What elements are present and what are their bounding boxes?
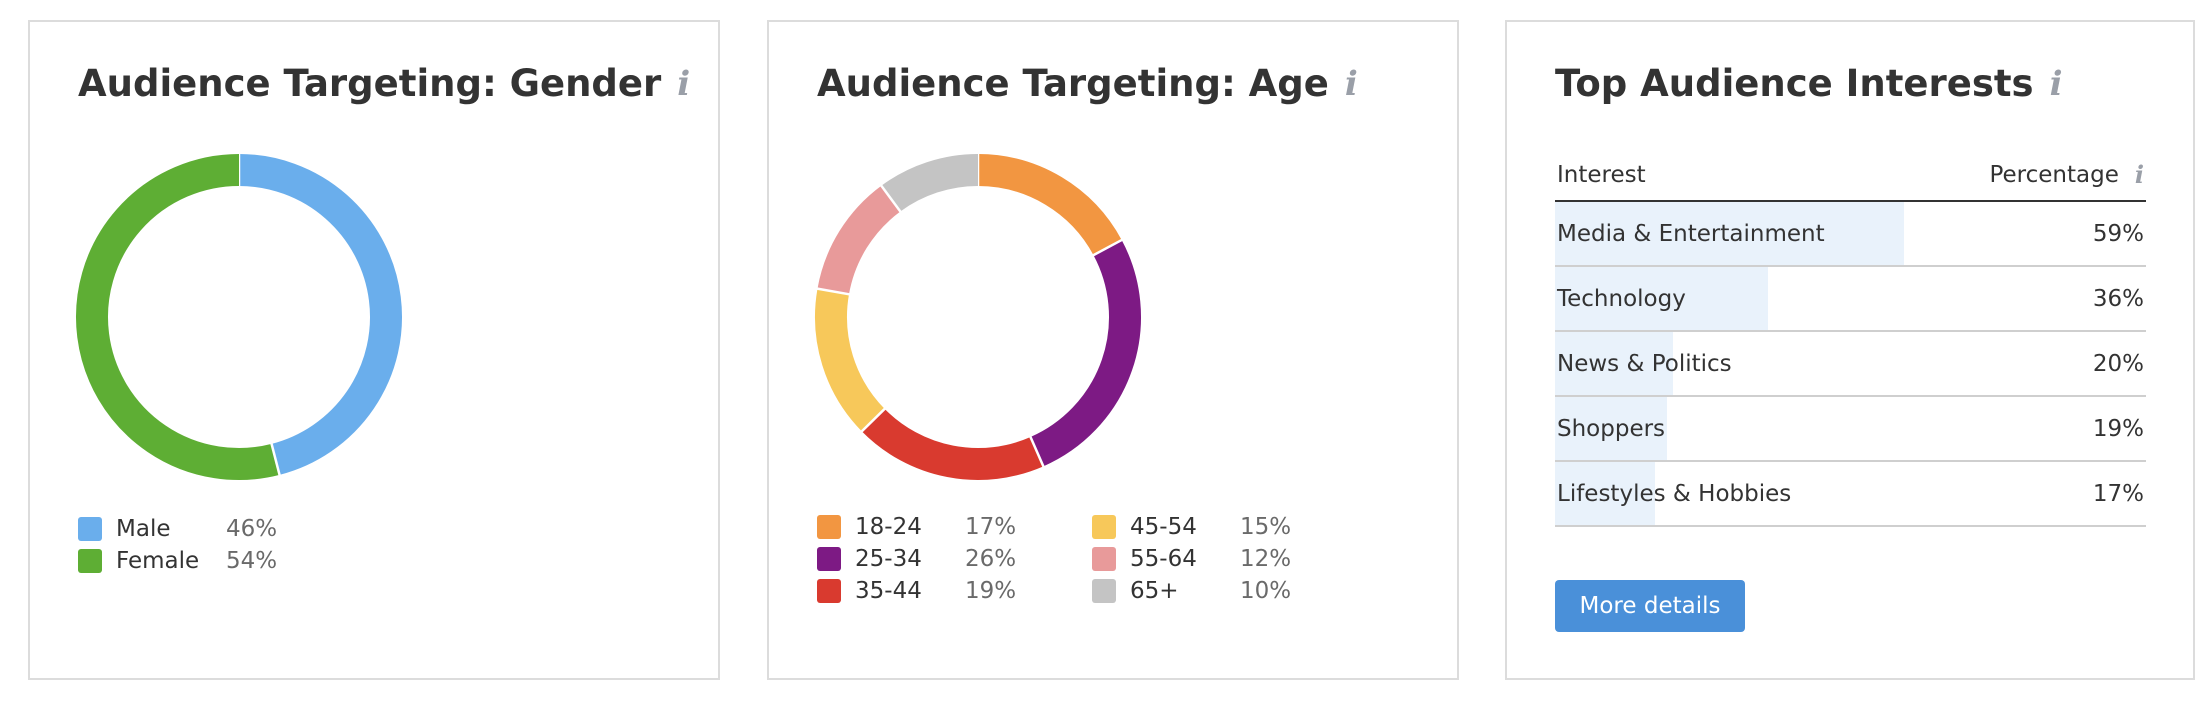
- legend-percentage: 12%: [1240, 546, 1292, 572]
- age-card-title: Audience Targeting: Age i: [817, 62, 1358, 105]
- legend-label: 25-34: [855, 546, 922, 572]
- legend-label: 35-44: [855, 578, 922, 604]
- age-legend-item-35-44: 35-44 19%: [817, 578, 1016, 604]
- legend-label: Female: [116, 548, 200, 574]
- legend-percentage: 15%: [1240, 514, 1292, 540]
- interests-card-title: Top Audience Interests i: [1555, 62, 2062, 105]
- gender-slice-female[interactable]: [76, 154, 280, 480]
- table-row[interactable]: Shoppers 19%: [1555, 397, 2146, 462]
- percentage-column-header: Percentage i: [1989, 162, 2144, 188]
- table-row[interactable]: Technology 36%: [1555, 267, 2146, 332]
- age-slice-separator: [860, 407, 887, 433]
- legend-swatch: [817, 547, 841, 571]
- legend-percentage: 46%: [226, 516, 278, 542]
- legend-percentage: 17%: [965, 514, 1017, 540]
- legend-swatch: [78, 517, 102, 541]
- legend-swatch: [1092, 515, 1116, 539]
- percentage-bar: [1555, 332, 1674, 395]
- legend-percentage: 26%: [965, 546, 1017, 572]
- age-card: Audience Targeting: Age i 18-24 17% 25-34 2…: [767, 20, 1459, 680]
- legend-label: 55-64: [1130, 546, 1197, 572]
- interest-rows: Media & Entertainment 59% Technology 36% New…: [1555, 202, 2146, 527]
- legend-swatch: [78, 549, 102, 573]
- age-slice-65-[interactable]: [881, 154, 979, 212]
- age-donut-chart: [815, 153, 1141, 480]
- gender-slice-male[interactable]: [238, 154, 402, 475]
- interest-label: Media & Entertainment: [1557, 220, 1825, 247]
- legend-label: Male: [116, 516, 171, 542]
- legend-swatch: [1092, 579, 1116, 603]
- percentage-bar: [1555, 397, 1668, 460]
- table-row[interactable]: Lifestyles & Hobbies 17%: [1555, 462, 2146, 527]
- age-legend-item-25-34: 25-34 26%: [817, 546, 1016, 572]
- interest-column-header: Interest: [1557, 162, 1646, 188]
- gender-slice-separator: [270, 442, 281, 477]
- age-legend-item-18-24: 18-24 17%: [817, 514, 1016, 540]
- legend-swatch: [817, 515, 841, 539]
- table-row[interactable]: Media & Entertainment 59%: [1555, 202, 2146, 267]
- gender-title-text: Audience Targeting: Gender: [78, 62, 662, 105]
- interests-title-text: Top Audience Interests: [1555, 62, 2034, 105]
- gender-card: Audience Targeting: Gender i Male 46% Fema…: [28, 20, 720, 680]
- interests-card: Top Audience Interests i Interest Percen…: [1505, 20, 2195, 680]
- interest-percentage: 19%: [2092, 415, 2144, 442]
- more-details-button[interactable]: More details: [1555, 580, 1745, 632]
- interest-label: News & Politics: [1557, 350, 1732, 377]
- table-header: Interest Percentage i: [1555, 150, 2146, 202]
- interest-percentage: 59%: [2092, 220, 2144, 247]
- table-row[interactable]: News & Politics 20%: [1555, 332, 2146, 397]
- age-slice-55-64[interactable]: [817, 185, 901, 295]
- legend-swatch: [817, 579, 841, 603]
- legend-label: 65+: [1130, 578, 1179, 604]
- percentage-bar: [1555, 267, 1768, 330]
- info-icon[interactable]: i: [1344, 63, 1358, 104]
- age-legend-item-45-54: 45-54 15%: [1092, 514, 1291, 540]
- age-slice-separator: [879, 184, 902, 214]
- legend-percentage: 19%: [965, 578, 1017, 604]
- legend-label: 18-24: [855, 514, 922, 540]
- interests-table: Interest Percentage i Media & Entertainm…: [1555, 150, 2146, 527]
- interest-label: Shoppers: [1557, 415, 1666, 442]
- gender-card-title: Audience Targeting: Gender i: [78, 62, 690, 105]
- age-slice-separator: [816, 287, 851, 296]
- info-icon[interactable]: i: [2049, 63, 2063, 104]
- age-legend-item-55-64: 55-64 12%: [1092, 546, 1291, 572]
- age-slice-45-54[interactable]: [815, 288, 885, 432]
- age-slice-separator: [1028, 435, 1045, 468]
- gender-donut-chart: [76, 153, 402, 480]
- legend-swatch: [1092, 547, 1116, 571]
- age-slice-35-44[interactable]: [861, 408, 1044, 480]
- percentage-bar: [1555, 202, 1904, 265]
- interest-percentage: 20%: [2092, 350, 2144, 377]
- info-icon[interactable]: i: [2134, 160, 2144, 189]
- age-slice-25-34[interactable]: [1030, 240, 1141, 467]
- percentage-header-label: Percentage: [1989, 162, 2119, 188]
- percentage-bar: [1555, 462, 1656, 525]
- age-title-text: Audience Targeting: Age: [817, 62, 1329, 105]
- info-icon[interactable]: i: [677, 63, 691, 104]
- gender-legend-item-female: Female 54%: [78, 548, 277, 574]
- legend-percentage: 10%: [1240, 578, 1292, 604]
- interest-percentage: 17%: [2092, 480, 2144, 507]
- interest-label: Lifestyles & Hobbies: [1557, 480, 1792, 507]
- legend-percentage: 54%: [226, 548, 278, 574]
- gender-legend-item-male: Male 46%: [78, 516, 277, 542]
- age-slice-separator: [1091, 238, 1124, 257]
- legend-label: 45-54: [1130, 514, 1197, 540]
- interest-percentage: 36%: [2092, 285, 2144, 312]
- interest-label: Technology: [1557, 285, 1686, 312]
- age-slice-18-24[interactable]: [977, 154, 1122, 256]
- age-legend-item-65: 65+ 10%: [1092, 578, 1291, 604]
